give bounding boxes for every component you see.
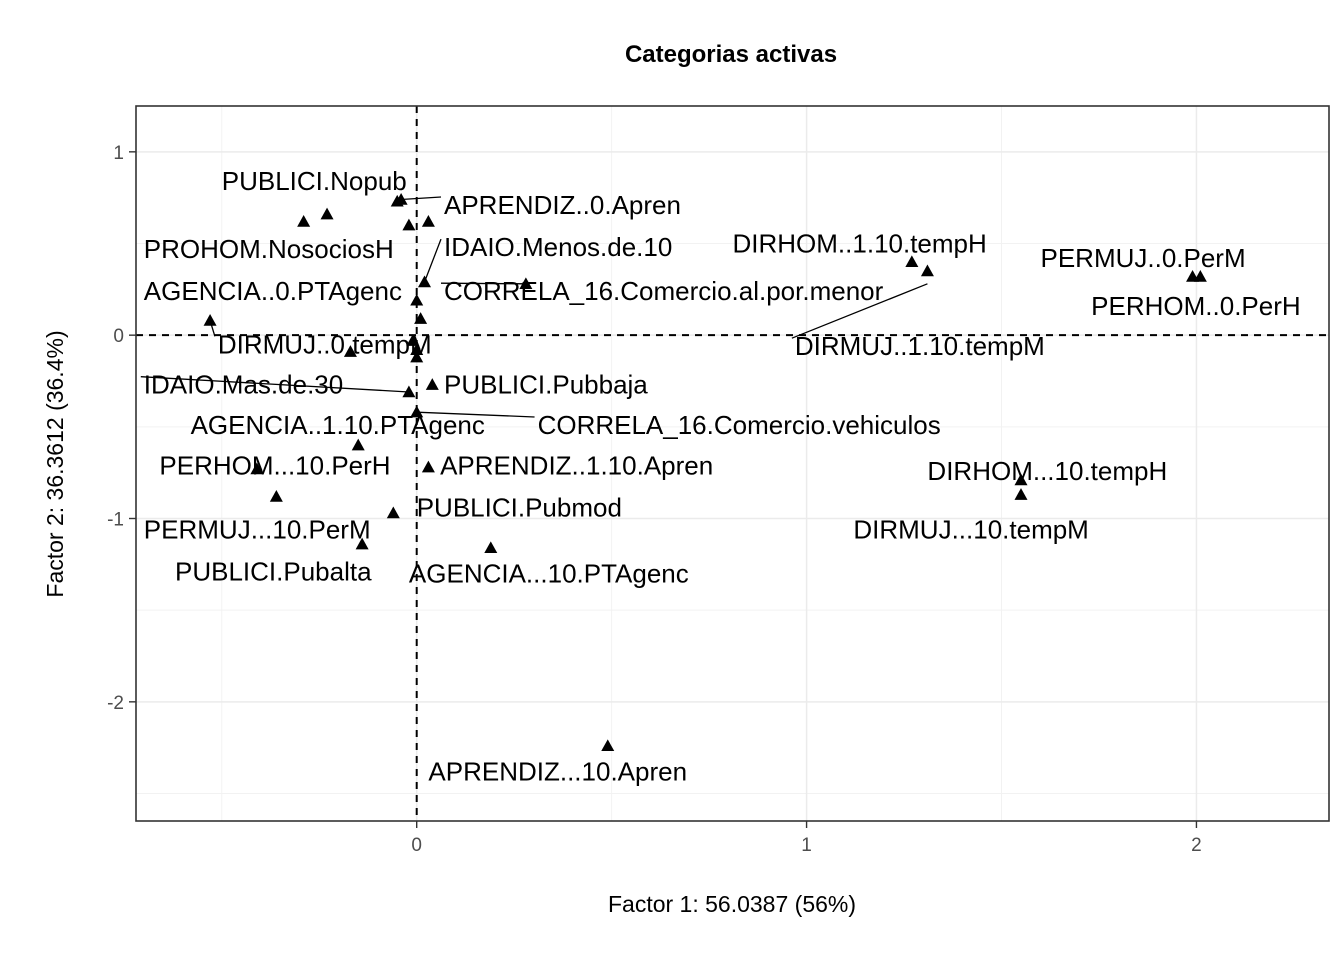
data-point [410,405,424,418]
x-axis-title: Factor 1: 56.0387 (56%) [608,891,856,917]
label-leader-line [416,411,535,418]
data-point [351,438,365,451]
data-point [1014,473,1028,486]
point-label: APRENDIZ...10.Apren [428,757,687,787]
data-point [406,334,420,346]
point-label: DIRMUJ..0.tempM [218,329,432,359]
data-point [421,215,435,227]
data-point [355,537,369,550]
tick-label-x: 0 [411,835,422,856]
chart-title: Categorias activas [625,41,837,68]
data-point [297,215,311,227]
data-points [203,193,1207,752]
tick-label-y: 1 [113,143,124,164]
tick-label-x: 2 [1191,835,1202,856]
data-point [484,541,498,554]
reference-lines [136,106,1329,821]
point-label: PERHOM..0.PerH [1091,291,1301,321]
point-label: AGENCIA..1.10.PTAgenc [191,410,485,440]
point-label: CORRELA_16.Comercio.al.por.menor [444,276,884,306]
data-point [203,314,217,326]
point-label: PERHOM...10.PerH [159,450,390,480]
data-point [320,207,334,220]
point-label: PUBLICI.Pubbaja [444,370,648,400]
point-label: AGENCIA...10.PTAgenc [409,559,689,589]
y-axis-title: Factor 2: 36.3612 (36.4%) [42,330,68,597]
label-leader-line [140,376,409,393]
data-point [905,255,919,268]
axis-ticks: 0 1 2 1 0 -1 -2 [107,143,1202,856]
data-point [390,194,404,207]
point-label: CORRELA_16.Comercio.vehiculos [538,410,941,440]
data-point [410,293,424,306]
point-label: APRENDIZ..1.10.Apren [440,450,713,480]
data-point [1193,270,1207,282]
point-label: PERMUJ...10.PerM [144,515,371,545]
point-label: APRENDIZ..0.Apren [444,190,681,220]
label-leader-line [423,238,442,283]
tick-label-y: -2 [107,693,124,714]
tick-label-y: 0 [113,326,124,347]
label-leader-line [791,283,928,339]
label-leader-lines [140,196,928,418]
point-label: DIRHOM..1.10.tempH [733,229,987,259]
point-label: DIRHOM...10.tempH [927,456,1167,486]
data-point [386,506,400,519]
point-label: PUBLICI.Nopub [222,166,407,196]
data-point [421,460,435,473]
data-point [414,312,428,324]
data-point [410,350,424,363]
point-label: PERMUJ..0.PerM [1040,243,1245,273]
point-label: PROHOM.NosociosH [144,234,394,264]
data-point [250,462,264,475]
point-labels: PUBLICI.Nopub APRENDIZ..0.Apren PROHOM.Nos… [144,166,1301,786]
point-label: PUBLICI.Pubmod [417,493,622,523]
label-leader-line [440,282,526,285]
label-leader-line [401,196,442,201]
data-point [402,385,416,398]
data-point [269,490,283,502]
point-label: DIRMUJ...10.tempM [853,515,1089,545]
data-point [425,378,439,390]
panel-border [135,105,1330,822]
point-label: IDAIO.Mas.de.30 [144,370,343,400]
data-point [519,277,533,290]
data-point [418,275,432,288]
data-point [410,343,424,356]
point-label: IDAIO.Menos.de.10 [444,232,672,262]
data-point [920,264,934,277]
tick-label-x: 1 [801,835,812,856]
data-point [601,739,615,752]
point-label: AGENCIA..0.PTAgenc [144,276,402,306]
data-point [402,218,416,231]
data-point [343,345,357,357]
point-label: DIRMUJ..1.10.tempM [795,331,1045,361]
point-label: PUBLICI.Pubalta [175,557,372,587]
data-point [1014,488,1028,500]
tick-label-y: -1 [107,510,124,531]
